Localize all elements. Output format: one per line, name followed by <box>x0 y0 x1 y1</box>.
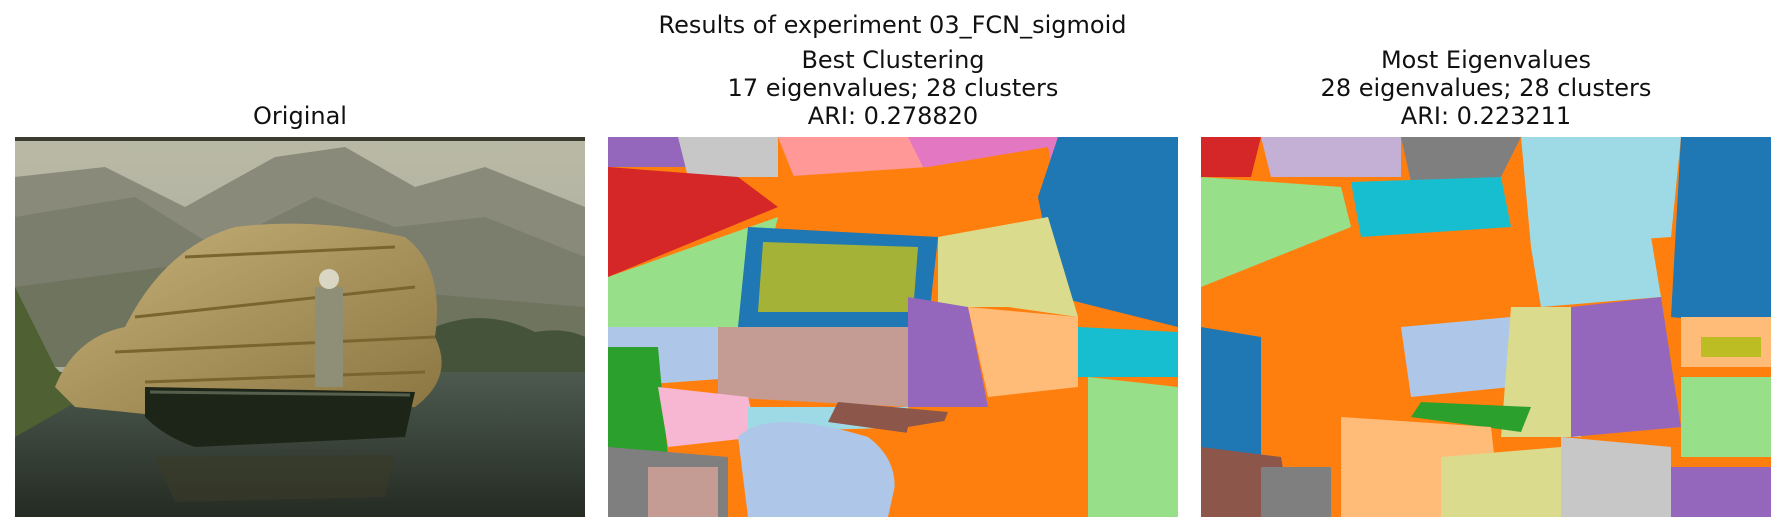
most-segmentation-svg <box>1201 137 1771 517</box>
original-photo-svg <box>15 137 585 517</box>
best-segmentation-map <box>608 137 1178 517</box>
panel-title-original: Original <box>15 102 585 130</box>
most-segmentation-map <box>1201 137 1771 517</box>
figure-title: Results of experiment 03_FCN_sigmoid <box>658 11 1127 39</box>
original-photo <box>15 137 585 517</box>
best-segmentation-svg <box>608 137 1178 517</box>
panel-best-clustering: Best Clustering 17 eigenvalues; 28 clust… <box>608 0 1178 532</box>
title-line: Most Eigenvalues <box>1380 46 1592 74</box>
title-line: Best Clustering <box>801 46 985 74</box>
title-line: Original <box>253 102 347 130</box>
title-line: ARI: 0.278820 <box>807 102 979 130</box>
title-line: ARI: 0.223211 <box>1400 102 1572 130</box>
title-line: 17 eigenvalues; 28 clusters <box>727 74 1059 102</box>
panel-title-most: Most Eigenvalues 28 eigenvalues; 28 clus… <box>1201 46 1771 130</box>
panel-most-eigenvalues: Most Eigenvalues 28 eigenvalues; 28 clus… <box>1201 0 1771 532</box>
panel-original: Original <box>15 0 585 532</box>
panel-title-best: Best Clustering 17 eigenvalues; 28 clust… <box>608 46 1178 130</box>
title-line: 28 eigenvalues; 28 clusters <box>1320 74 1652 102</box>
